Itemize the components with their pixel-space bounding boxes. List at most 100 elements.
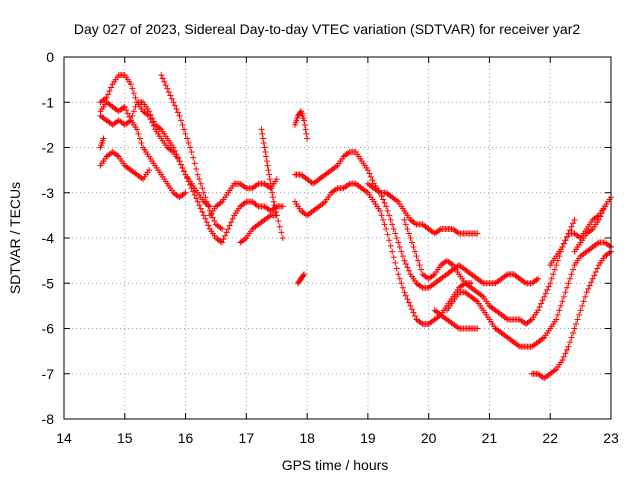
data-point — [105, 91, 112, 98]
series-arc-d — [97, 149, 153, 183]
data-point — [165, 89, 172, 96]
series-arc-t — [294, 271, 308, 287]
data-point — [535, 275, 542, 282]
data-point — [147, 111, 154, 118]
data-point — [146, 108, 153, 115]
data-point — [269, 194, 276, 201]
data-point — [300, 272, 307, 279]
data-point — [390, 225, 397, 232]
series-arc-o — [431, 307, 481, 332]
data-point — [582, 293, 589, 300]
data-point — [563, 284, 570, 291]
data-point — [554, 311, 561, 318]
data-point — [301, 121, 308, 128]
data-point — [149, 115, 156, 122]
data-point — [570, 330, 577, 337]
data-point — [401, 216, 408, 223]
data-point — [132, 103, 139, 110]
data-point — [263, 153, 270, 160]
data-point — [416, 262, 423, 269]
data-point — [263, 158, 270, 165]
data-point — [209, 214, 216, 221]
data-point — [586, 282, 593, 289]
data-point — [272, 208, 279, 215]
series-arc-r — [571, 194, 614, 255]
data-point — [268, 185, 275, 192]
data-point — [219, 239, 226, 246]
data-point — [389, 248, 396, 255]
data-point — [260, 139, 267, 146]
x-tick-label: 23 — [603, 430, 619, 446]
series-arc-s — [97, 135, 107, 151]
data-point — [402, 261, 409, 268]
data-point — [418, 266, 425, 273]
data-point — [597, 213, 604, 220]
data-point — [159, 75, 166, 82]
data-point — [407, 302, 414, 309]
x-tick-label: 16 — [178, 430, 194, 446]
data-point — [226, 222, 233, 229]
data-point — [542, 290, 549, 297]
x-tick-label: 19 — [360, 430, 376, 446]
data-point — [260, 135, 267, 142]
data-point — [410, 309, 417, 316]
data-point — [404, 296, 411, 303]
series-arc-k — [291, 180, 475, 327]
data-point — [271, 202, 278, 209]
data-point — [196, 202, 203, 209]
data-point — [404, 225, 411, 232]
x-tick-label: 20 — [421, 430, 437, 446]
data-point — [191, 160, 198, 167]
series-arc-q — [547, 216, 578, 269]
x-axis-label: GPS time / hours — [282, 457, 389, 473]
data-point — [571, 216, 578, 223]
data-point — [566, 339, 573, 346]
data-point — [387, 242, 394, 249]
x-tick-label: 14 — [56, 430, 72, 446]
data-point — [410, 244, 417, 251]
data-point — [225, 225, 232, 232]
data-point — [262, 149, 269, 156]
data-point — [261, 144, 268, 151]
data-point — [565, 230, 572, 237]
data-point — [396, 244, 403, 251]
series-arc-h — [258, 126, 280, 219]
data-point — [185, 139, 192, 146]
data-point — [266, 176, 273, 183]
data-point — [259, 130, 266, 137]
data-points — [97, 72, 614, 382]
y-tick-label: -8 — [42, 411, 55, 427]
data-point — [392, 259, 399, 266]
data-point — [405, 299, 412, 306]
data-point — [384, 207, 391, 214]
data-point — [133, 126, 140, 133]
data-point — [173, 151, 180, 158]
data-point — [386, 212, 393, 219]
data-point — [176, 158, 183, 165]
data-point — [369, 177, 376, 184]
plot-frame — [63, 56, 612, 420]
data-point — [199, 185, 206, 192]
data-point — [129, 112, 136, 119]
data-point — [415, 257, 422, 264]
data-point — [579, 302, 586, 309]
data-point — [121, 103, 128, 110]
y-tick-label: -6 — [42, 321, 55, 337]
data-point — [408, 239, 415, 246]
y-tick-label: -4 — [42, 230, 55, 246]
data-point — [577, 307, 584, 314]
data-point — [401, 289, 408, 296]
data-point — [127, 81, 134, 88]
series-arc-p — [528, 248, 614, 382]
data-point — [161, 78, 168, 85]
data-point — [387, 216, 394, 223]
data-point — [276, 223, 283, 230]
data-point — [202, 194, 209, 201]
data-point — [583, 289, 590, 296]
data-point — [265, 167, 272, 174]
data-point — [202, 215, 209, 222]
data-point — [266, 171, 273, 178]
data-point — [184, 135, 191, 142]
y-tick-label: 0 — [46, 49, 54, 65]
